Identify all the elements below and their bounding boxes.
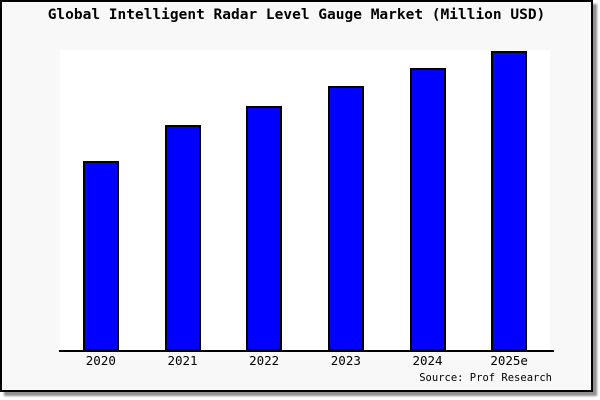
x-tick-label-2020: 2020 [85,353,116,368]
x-axis-labels: 2020 2021 2022 2023 2024 2025e [60,354,550,370]
bar-2024 [409,68,446,351]
bar-2025e [491,51,528,351]
chart-window: Global Intelligent Radar Level Gauge Mar… [0,0,593,392]
bar-2022 [246,106,283,351]
x-axis-line [59,350,554,352]
chart-title: Global Intelligent Radar Level Gauge Mar… [47,7,546,23]
bar-2021 [164,125,201,351]
x-tick-label-2023: 2023 [330,353,361,368]
bar-2023 [327,86,364,351]
x-tick-label-2025e: 2025e [490,353,528,368]
source-credit: Source: Prof Research [419,372,552,384]
x-tick-label-2024: 2024 [412,353,443,368]
x-tick-label-2021: 2021 [167,353,198,368]
bar-2020 [82,161,119,351]
x-tick-label-2022: 2022 [249,353,280,368]
plot-area [60,50,550,351]
